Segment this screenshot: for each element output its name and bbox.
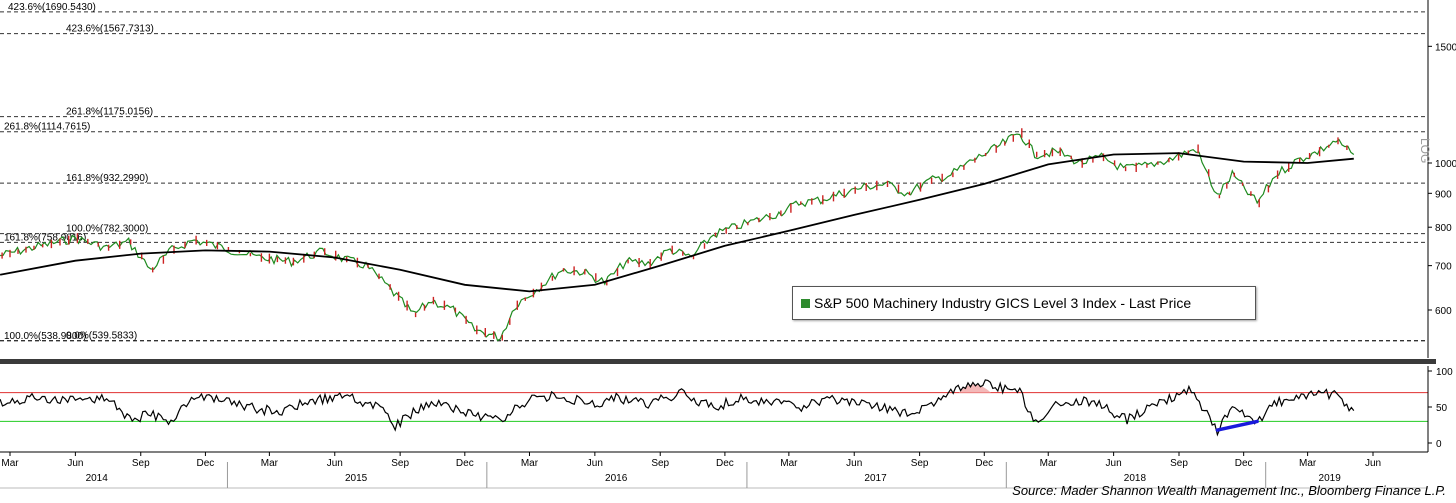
fib-level-label: 0.0%(539.5833) [66,331,137,342]
x-year-label: 2015 [345,473,368,484]
fib-level-label: 423.6%(1690.5430) [8,2,96,13]
price-y-tick-label: 800 [1435,223,1452,234]
legend-label: S&P 500 Machinery Industry GICS Level 3 … [814,295,1192,311]
x-month-label: Dec [975,458,993,469]
price-y-tick-label: 1000 [1435,159,1456,170]
x-month-label: Sep [911,458,929,469]
rsi-divergence-line [1215,419,1259,432]
x-month-label: Dec [1235,458,1253,469]
price-y-tick-label: 1500 [1435,42,1456,53]
x-month-label: Mar [1,458,19,469]
moving-average-line [0,152,1354,293]
x-month-label: Jun [1365,458,1381,469]
x-month-label: Mar [1299,458,1317,469]
x-month-label: Mar [780,458,798,469]
fib-level-label: 161.8%(758.9016) [4,232,86,243]
rsi-y-tick-label: 100 [1436,367,1453,378]
legend: S&P 500 Machinery Industry GICS Level 3 … [792,286,1256,320]
price-down-candles [1,128,1348,341]
price-y-tick-label: 600 [1435,306,1452,317]
x-year-label: 2018 [1124,473,1147,484]
x-year-label: 2016 [605,473,628,484]
x-month-label: Sep [1170,458,1188,469]
fib-level-label: 261.8%(1175.0156) [66,107,153,118]
rsi-y-tick-label: 0 [1436,439,1442,450]
x-month-label: Mar [521,458,539,469]
price-y-tick-label: 700 [1435,262,1452,273]
x-month-label: Dec [456,458,474,469]
price-series-line [0,133,1355,342]
fib-level-label: 100.0%(538.9800) [4,331,86,342]
x-month-label: Jun [846,458,862,469]
x-month-label: Sep [132,458,150,469]
x-month-label: Jun [587,458,603,469]
rsi-y-tick-label: 50 [1436,403,1448,414]
rsi-line [0,379,1355,437]
x-month-label: Mar [1040,458,1058,469]
log-scale-tag: LOG [1418,138,1432,164]
price-y-tick-label: 900 [1435,189,1452,200]
x-year-label: 2017 [864,473,887,484]
x-month-label: Mar [261,458,279,469]
fib-level-label: 261.8%(1114.7615) [4,122,90,133]
x-month-label: Jun [327,458,343,469]
fib-level-label: 161.8%(932.2990) [66,173,148,184]
x-month-label: Sep [651,458,669,469]
fib-level-label: 423.6%(1567.7313) [66,24,154,35]
fib-level-label: 100.0%(782.3000) [66,224,148,235]
x-month-label: Jun [1106,458,1122,469]
x-month-label: Sep [391,458,409,469]
source-note: Source: Mader Shannon Wealth Management … [1012,483,1446,498]
panel-separator [0,359,1436,364]
x-year-label: 2014 [86,473,109,484]
x-month-label: Dec [197,458,215,469]
legend-swatch [801,298,810,308]
x-month-label: Dec [716,458,734,469]
x-month-label: Jun [67,458,83,469]
x-year-label: 2019 [1319,473,1342,484]
